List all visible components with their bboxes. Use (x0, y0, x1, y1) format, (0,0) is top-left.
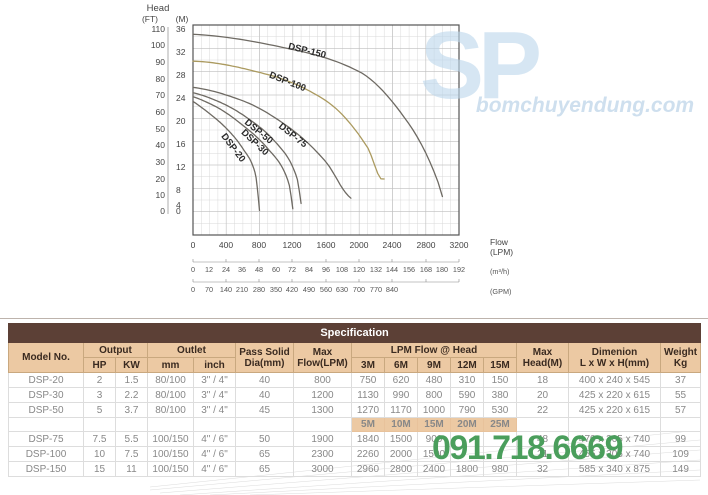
svg-text:(m³/h): (m³/h) (490, 267, 509, 276)
svg-text:84: 84 (305, 265, 313, 274)
svg-text:192: 192 (453, 265, 465, 274)
svg-text:132: 132 (370, 265, 382, 274)
svg-text:40: 40 (156, 140, 166, 150)
svg-text:770: 770 (370, 285, 382, 294)
svg-text:210: 210 (236, 285, 248, 294)
svg-text:180: 180 (436, 265, 448, 274)
svg-text:2400: 2400 (383, 240, 402, 250)
svg-text:0: 0 (191, 285, 195, 294)
svg-text:3200: 3200 (450, 240, 469, 250)
svg-text:2800: 2800 (417, 240, 436, 250)
svg-text:DSP-100: DSP-100 (268, 70, 308, 94)
svg-text:1200: 1200 (283, 240, 302, 250)
svg-text:Head: Head (147, 3, 170, 14)
svg-text:bomchuyendung.com: bomchuyendung.com (476, 94, 694, 117)
svg-text:800: 800 (252, 240, 266, 250)
svg-text:70: 70 (205, 285, 213, 294)
svg-text:2000: 2000 (350, 240, 369, 250)
svg-text:32: 32 (176, 47, 186, 57)
svg-text:48: 48 (255, 265, 263, 274)
svg-text:110: 110 (151, 24, 165, 34)
svg-text:50: 50 (156, 124, 166, 134)
svg-text:96: 96 (322, 265, 330, 274)
svg-text:0: 0 (176, 206, 181, 216)
svg-text:Flow: Flow (490, 237, 509, 247)
svg-text:12: 12 (176, 162, 186, 172)
svg-text:490: 490 (303, 285, 315, 294)
svg-text:12: 12 (205, 265, 213, 274)
svg-text:28: 28 (176, 70, 186, 80)
svg-text:560: 560 (320, 285, 332, 294)
svg-text:108: 108 (336, 265, 348, 274)
svg-text:80: 80 (156, 74, 166, 84)
svg-text:(FT): (FT) (142, 14, 158, 24)
svg-text:(LPM): (LPM) (490, 247, 513, 257)
svg-text:36: 36 (238, 265, 246, 274)
svg-text:100: 100 (151, 40, 165, 50)
svg-text:72: 72 (288, 265, 296, 274)
svg-text:20: 20 (156, 174, 166, 184)
svg-text:24: 24 (222, 265, 230, 274)
svg-text:140: 140 (220, 285, 232, 294)
svg-text:36: 36 (176, 24, 186, 34)
svg-text:8: 8 (176, 185, 181, 195)
svg-text:420: 420 (286, 285, 298, 294)
svg-text:60: 60 (272, 265, 280, 274)
svg-text:156: 156 (403, 265, 415, 274)
svg-text:70: 70 (156, 90, 166, 100)
svg-text:120: 120 (353, 265, 365, 274)
svg-text:10: 10 (156, 190, 166, 200)
svg-text:90: 90 (156, 57, 166, 67)
svg-text:350: 350 (270, 285, 282, 294)
svg-text:20: 20 (176, 116, 186, 126)
svg-text:840: 840 (386, 285, 398, 294)
svg-text:30: 30 (156, 157, 166, 167)
svg-text:400: 400 (219, 240, 233, 250)
svg-text:630: 630 (336, 285, 348, 294)
svg-text:0: 0 (191, 240, 196, 250)
svg-text:1600: 1600 (317, 240, 336, 250)
svg-text:(GPM): (GPM) (490, 287, 511, 296)
svg-text:(M): (M) (176, 14, 189, 24)
svg-text:60: 60 (156, 107, 166, 117)
svg-text:280: 280 (253, 285, 265, 294)
svg-text:700: 700 (353, 285, 365, 294)
svg-text:168: 168 (420, 265, 432, 274)
svg-text:0: 0 (191, 265, 195, 274)
svg-text:24: 24 (176, 93, 186, 103)
svg-text:144: 144 (386, 265, 398, 274)
svg-text:0: 0 (160, 206, 165, 216)
svg-text:16: 16 (176, 139, 186, 149)
